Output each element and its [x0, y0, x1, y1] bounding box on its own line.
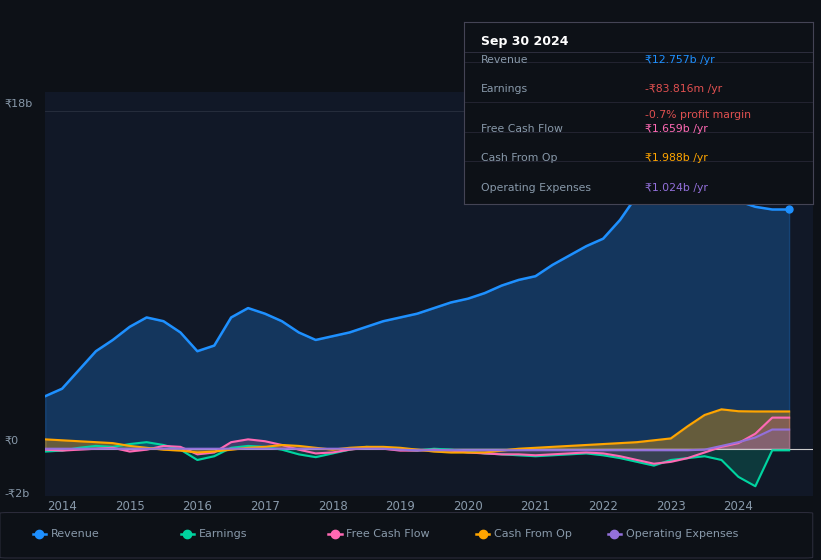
Text: Free Cash Flow: Free Cash Flow: [346, 529, 430, 539]
Text: ₹18b: ₹18b: [4, 99, 32, 108]
Text: Cash From Op: Cash From Op: [481, 153, 557, 164]
FancyBboxPatch shape: [0, 512, 813, 558]
Text: Free Cash Flow: Free Cash Flow: [481, 124, 563, 134]
Text: ₹1.988b /yr: ₹1.988b /yr: [645, 153, 708, 164]
Text: ₹1.024b /yr: ₹1.024b /yr: [645, 183, 709, 193]
Text: Cash From Op: Cash From Op: [494, 529, 572, 539]
Text: Operating Expenses: Operating Expenses: [626, 529, 738, 539]
Text: -0.7% profit margin: -0.7% profit margin: [645, 110, 751, 120]
Text: Operating Expenses: Operating Expenses: [481, 183, 591, 193]
Text: Revenue: Revenue: [51, 529, 99, 539]
Text: Earnings: Earnings: [199, 529, 247, 539]
Text: Revenue: Revenue: [481, 55, 529, 65]
Text: Earnings: Earnings: [481, 84, 529, 94]
Text: ₹0: ₹0: [4, 436, 18, 446]
Text: Sep 30 2024: Sep 30 2024: [481, 35, 569, 48]
Text: ₹1.659b /yr: ₹1.659b /yr: [645, 124, 708, 134]
Text: -₹83.816m /yr: -₹83.816m /yr: [645, 84, 722, 94]
Text: -₹2b: -₹2b: [4, 489, 30, 499]
Text: ₹12.757b /yr: ₹12.757b /yr: [645, 55, 715, 65]
